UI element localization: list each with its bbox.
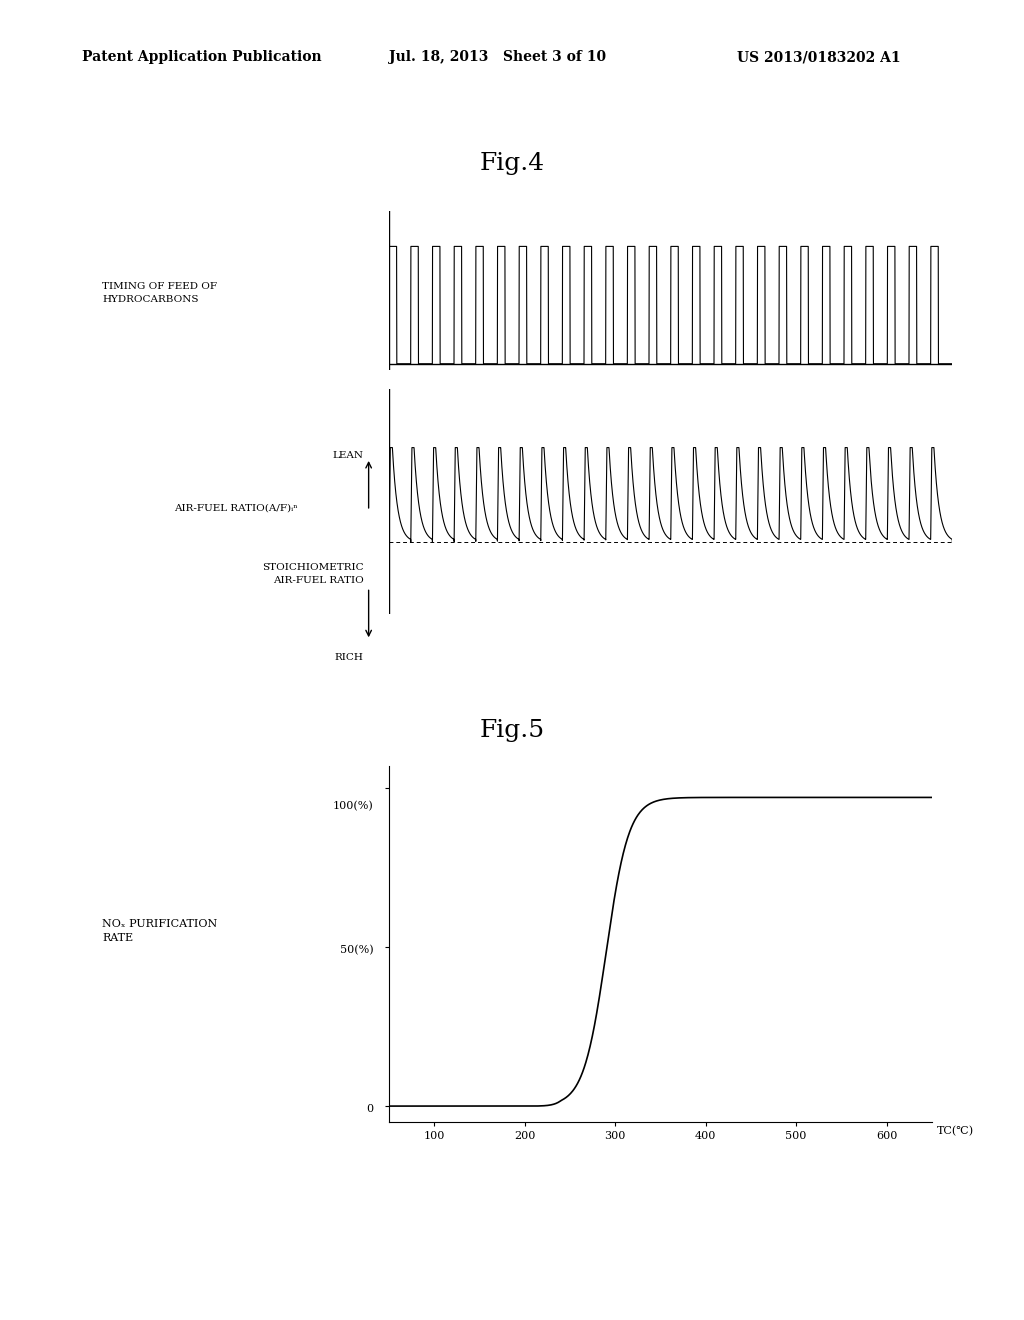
Text: AIR-FUEL RATIO(A/F)ᵢⁿ: AIR-FUEL RATIO(A/F)ᵢⁿ bbox=[174, 504, 298, 512]
Text: LEAN: LEAN bbox=[333, 451, 364, 459]
Text: RICH: RICH bbox=[335, 653, 364, 661]
Text: TIMING OF FEED OF
HYDROCARBONS: TIMING OF FEED OF HYDROCARBONS bbox=[102, 282, 217, 304]
Text: STOICHIOMETRIC
AIR-FUEL RATIO: STOICHIOMETRIC AIR-FUEL RATIO bbox=[262, 564, 364, 585]
Text: Patent Application Publication: Patent Application Publication bbox=[82, 50, 322, 65]
Text: 0: 0 bbox=[367, 1104, 374, 1114]
Text: Fig.5: Fig.5 bbox=[479, 719, 545, 742]
Text: US 2013/0183202 A1: US 2013/0183202 A1 bbox=[737, 50, 901, 65]
Text: 100(%): 100(%) bbox=[333, 801, 374, 812]
Text: 50(%): 50(%) bbox=[340, 945, 374, 954]
Text: NOₓ PURIFICATION
RATE: NOₓ PURIFICATION RATE bbox=[102, 919, 218, 942]
Text: Fig.4: Fig.4 bbox=[479, 152, 545, 174]
Text: Jul. 18, 2013   Sheet 3 of 10: Jul. 18, 2013 Sheet 3 of 10 bbox=[389, 50, 606, 65]
Text: TC(℃): TC(℃) bbox=[937, 1126, 974, 1137]
